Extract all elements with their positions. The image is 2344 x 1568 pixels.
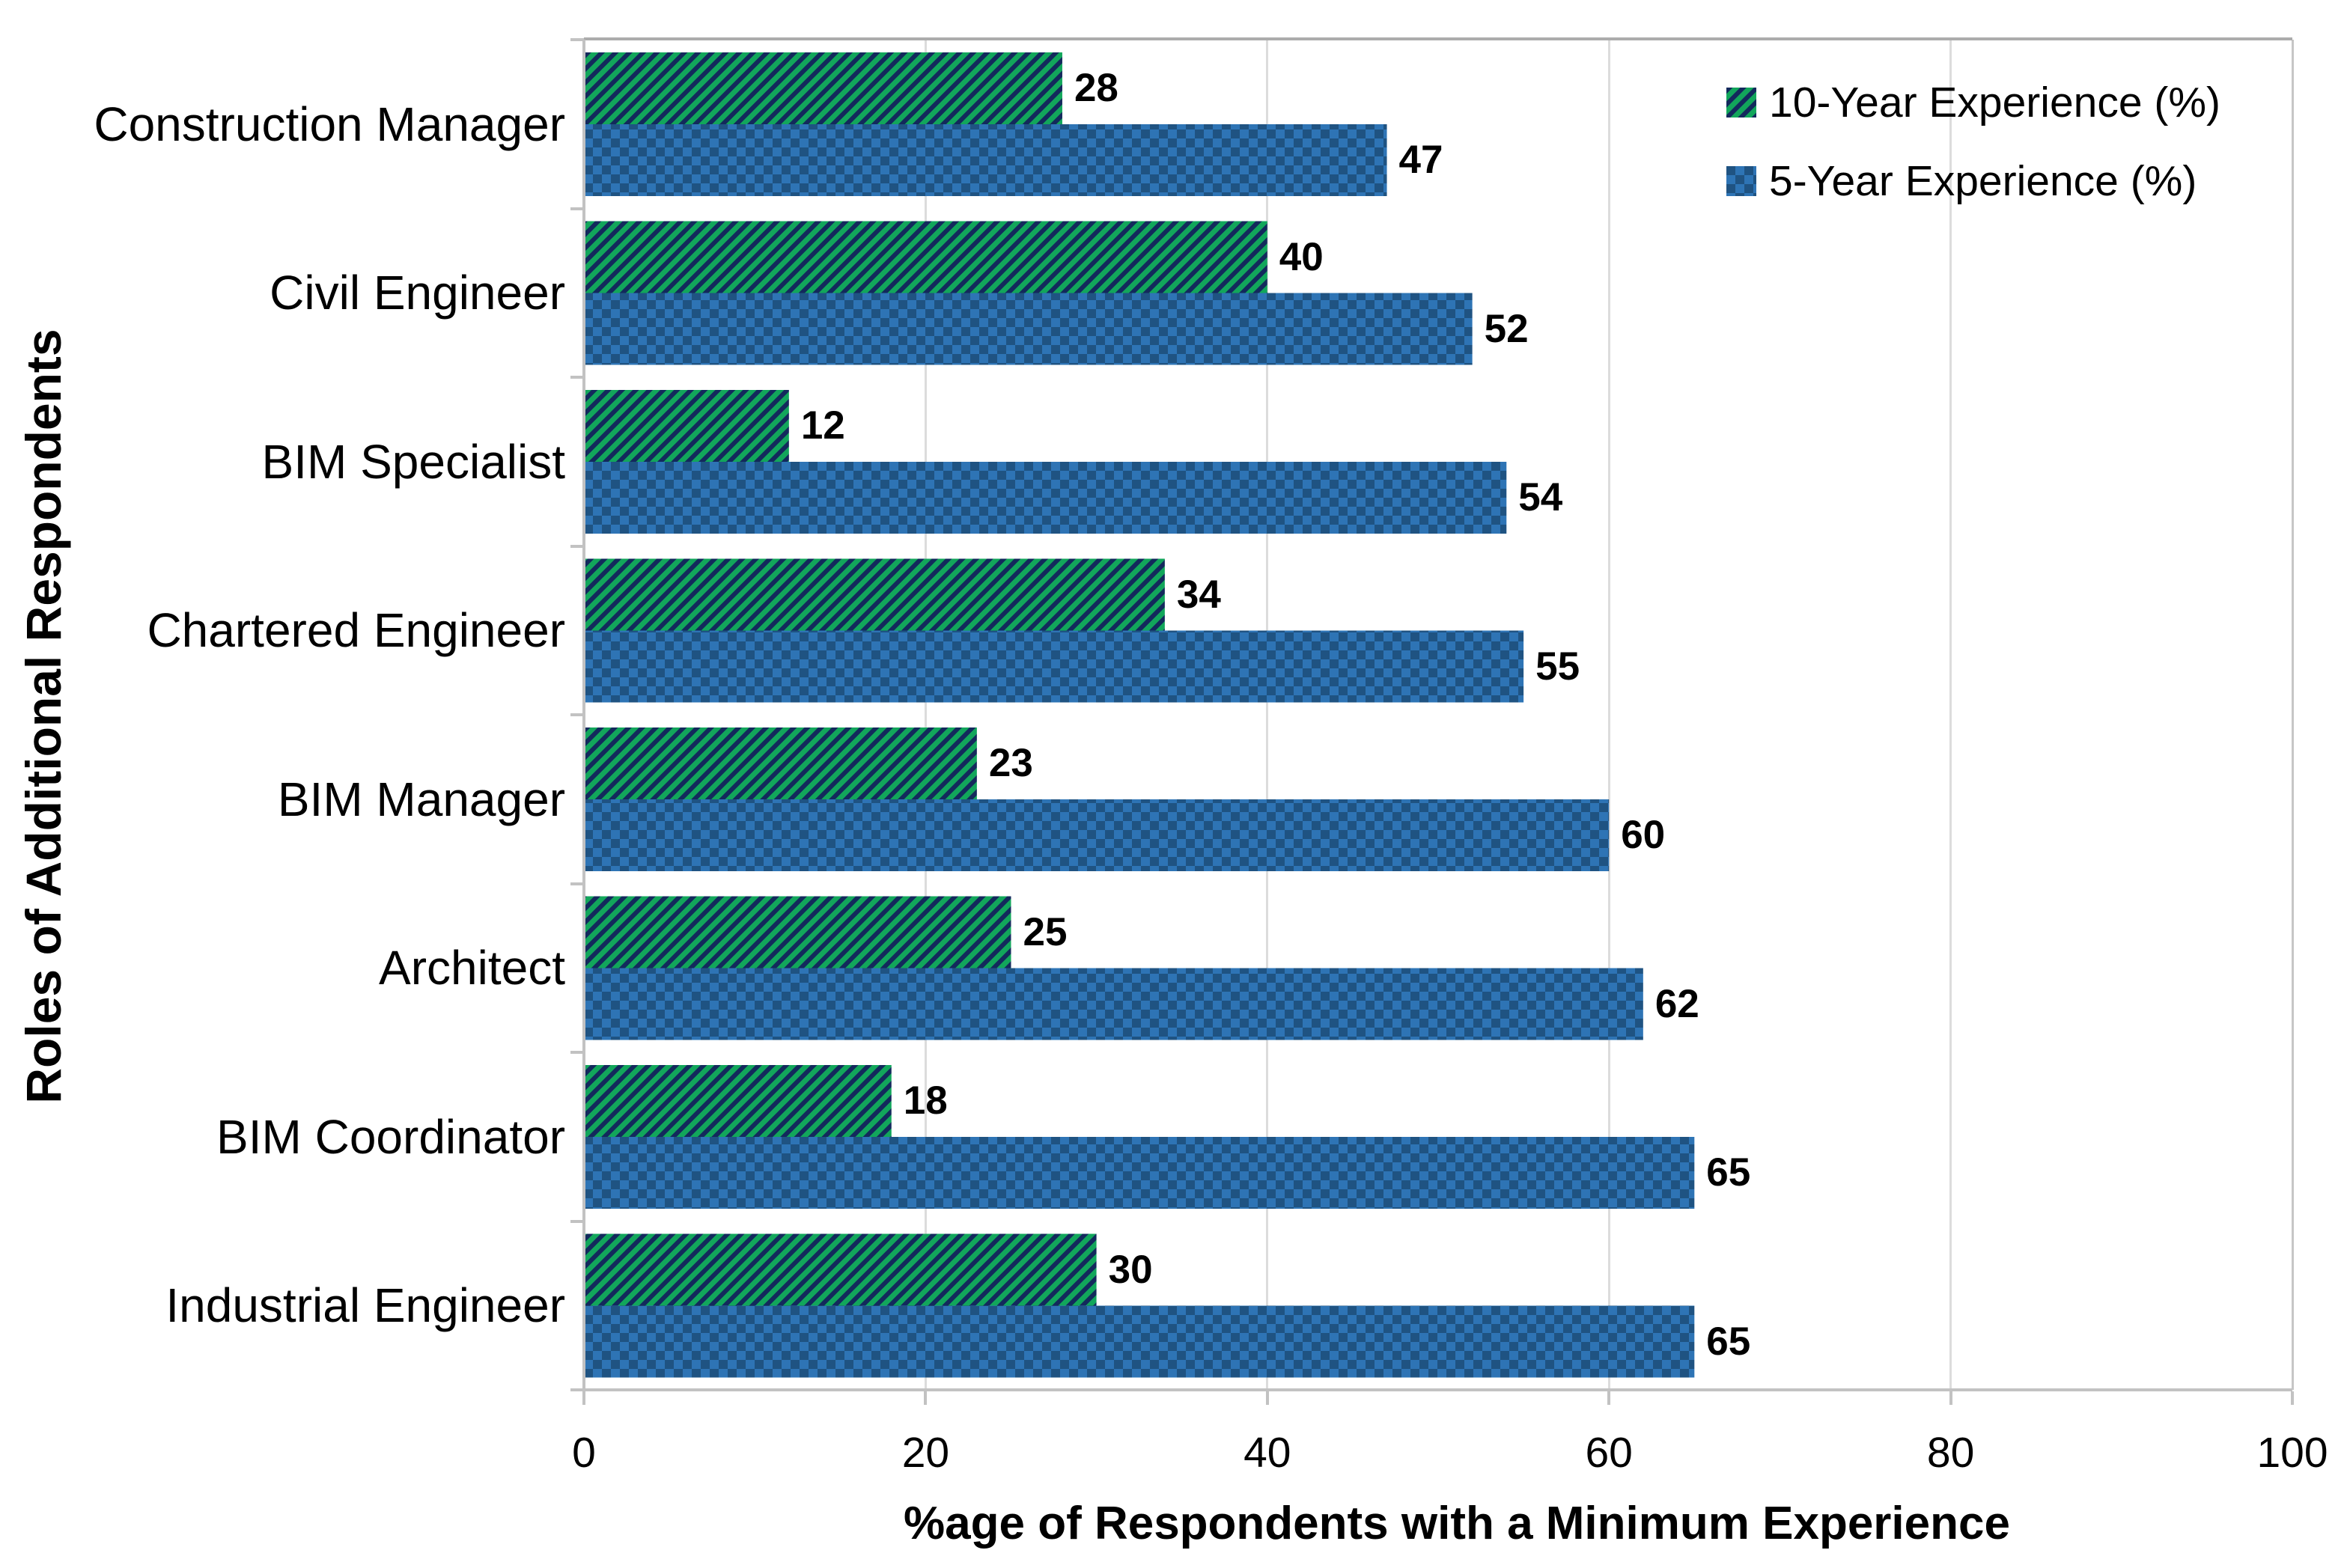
gridline-40 bbox=[1266, 40, 1269, 1390]
bar-5-year-experience--bim-manager bbox=[584, 799, 1610, 871]
category-label-bim-manager: BIM Manager bbox=[277, 772, 565, 826]
x-axis-tick-100 bbox=[2291, 1391, 2294, 1405]
bar-5-year-experience--architect bbox=[584, 968, 1643, 1040]
legend-item-5-year: 5-Year Experience (%) bbox=[1726, 156, 2197, 206]
category-label-chartered-engineer: Chartered Engineer bbox=[147, 603, 565, 658]
category-label-architect: Architect bbox=[379, 941, 565, 995]
x-axis-tick-40 bbox=[1265, 1391, 1269, 1405]
y-axis-tick-4 bbox=[570, 713, 584, 716]
y-axis-tick-8 bbox=[570, 1388, 584, 1391]
value-label-10-year-experience--construction-manager: 28 bbox=[1074, 66, 1118, 110]
bar-5-year-experience--industrial-engineer bbox=[584, 1305, 1695, 1378]
x-axis-tick-20 bbox=[924, 1391, 928, 1405]
bar-10-year-experience--bim-specialist bbox=[584, 390, 789, 462]
gridline-20 bbox=[924, 40, 927, 1390]
gridline-80 bbox=[1949, 40, 1952, 1390]
x-axis-title: %age of Respondents with a Minimum Exper… bbox=[904, 1498, 2010, 1549]
bar-5-year-experience--bim-coordinator bbox=[584, 1137, 1695, 1209]
value-label-5-year-experience--industrial-engineer: 65 bbox=[1706, 1319, 1751, 1364]
legend-label-5-year: 5-Year Experience (%) bbox=[1769, 157, 2197, 205]
y-axis-tick-2 bbox=[570, 376, 584, 379]
bar-5-year-experience--civil-engineer bbox=[584, 293, 1473, 365]
bar-5-year-experience--construction-manager bbox=[584, 124, 1387, 196]
category-label-industrial-engineer: Industrial Engineer bbox=[165, 1278, 565, 1333]
bar-10-year-experience--chartered-engineer bbox=[584, 558, 1165, 631]
x-tick-label-20: 20 bbox=[901, 1429, 950, 1477]
value-label-10-year-experience--bim-specialist: 12 bbox=[800, 403, 845, 448]
bar-10-year-experience--architect bbox=[584, 896, 1011, 968]
value-label-10-year-experience--civil-engineer: 40 bbox=[1279, 234, 1324, 279]
y-axis-tick-3 bbox=[570, 544, 584, 548]
x-tick-label-100: 100 bbox=[2256, 1429, 2328, 1477]
y-axis-tick-0 bbox=[570, 38, 584, 41]
plot-area bbox=[584, 52, 1695, 1378]
legend-swatch-10-year-icon bbox=[1726, 88, 1756, 118]
x-tick-label-60: 60 bbox=[1585, 1429, 1633, 1477]
plot-top-border bbox=[584, 37, 2292, 40]
bar-10-year-experience--bim-manager bbox=[584, 727, 977, 799]
y-axis-tick-6 bbox=[570, 1051, 584, 1054]
value-label-10-year-experience--industrial-engineer: 30 bbox=[1108, 1247, 1153, 1292]
x-tick-label-0: 0 bbox=[572, 1429, 596, 1477]
value-label-5-year-experience--bim-coordinator: 65 bbox=[1706, 1150, 1751, 1195]
gridline-60 bbox=[1607, 40, 1610, 1390]
value-label-10-year-experience--bim-manager: 23 bbox=[988, 741, 1033, 785]
legend-item-10-year: 10-Year Experience (%) bbox=[1726, 78, 2220, 127]
legend-label-10-year: 10-Year Experience (%) bbox=[1769, 79, 2221, 126]
bar-5-year-experience--chartered-engineer bbox=[584, 630, 1524, 703]
bar-10-year-experience--bim-coordinator bbox=[584, 1065, 892, 1137]
bar-10-year-experience--civil-engineer bbox=[584, 221, 1267, 293]
x-axis-tick-60 bbox=[1607, 1391, 1611, 1405]
y-axis-tick-7 bbox=[570, 1219, 584, 1223]
bar-10-year-experience--industrial-engineer bbox=[584, 1233, 1097, 1306]
value-label-10-year-experience--architect: 25 bbox=[1023, 909, 1068, 954]
category-label-bim-specialist: BIM Specialist bbox=[261, 434, 565, 489]
y-axis-tick-1 bbox=[570, 207, 584, 210]
category-label-construction-manager: Construction Manager bbox=[94, 97, 565, 151]
value-label-5-year-experience--chartered-engineer: 55 bbox=[1535, 644, 1580, 689]
x-tick-label-40: 40 bbox=[1243, 1429, 1291, 1477]
x-axis-tick-0 bbox=[582, 1391, 585, 1405]
value-label-5-year-experience--construction-manager: 47 bbox=[1398, 138, 1443, 182]
y-axis-line bbox=[582, 40, 585, 1391]
value-label-5-year-experience--architect: 62 bbox=[1655, 981, 1699, 1026]
value-label-5-year-experience--bim-manager: 60 bbox=[1621, 813, 1666, 857]
value-label-5-year-experience--bim-specialist: 54 bbox=[1518, 475, 1563, 519]
value-label-10-year-experience--chartered-engineer: 34 bbox=[1176, 572, 1221, 617]
bar-10-year-experience--construction-manager bbox=[584, 52, 1062, 124]
legend-swatch-5-year-icon bbox=[1726, 166, 1756, 196]
category-label-bim-coordinator: BIM Coordinator bbox=[216, 1109, 565, 1164]
value-label-10-year-experience--bim-coordinator: 18 bbox=[903, 1079, 948, 1123]
category-label-civil-engineer: Civil Engineer bbox=[270, 266, 565, 320]
x-axis-tick-80 bbox=[1949, 1391, 1952, 1405]
gridline-100 bbox=[2291, 40, 2294, 1390]
x-tick-label-80: 80 bbox=[1926, 1429, 1975, 1477]
y-axis-tick-5 bbox=[570, 882, 584, 885]
x-axis-line bbox=[584, 1388, 2292, 1391]
bar-5-year-experience--bim-specialist bbox=[584, 462, 1507, 534]
value-label-5-year-experience--civil-engineer: 52 bbox=[1484, 306, 1529, 351]
